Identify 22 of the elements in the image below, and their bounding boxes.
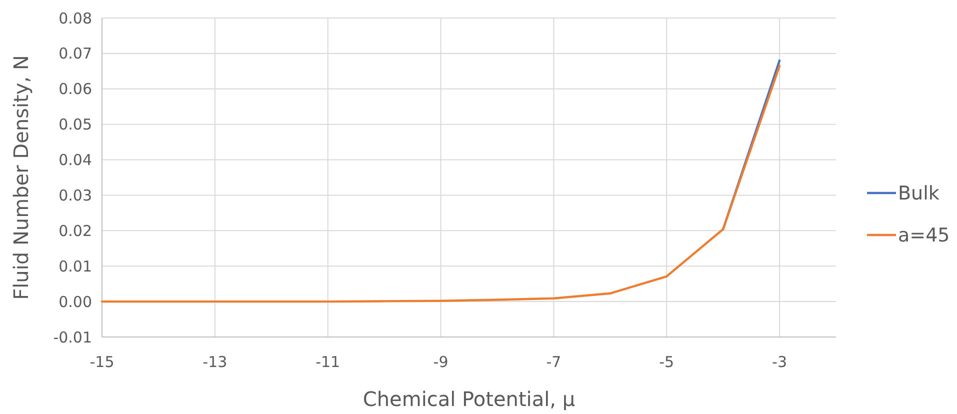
x-axis-title: Chemical Potential, μ <box>362 387 576 411</box>
x-tick-label: -7 <box>546 353 562 371</box>
y-tick-label: 0.08 <box>58 9 92 28</box>
line-series <box>100 64 781 303</box>
y-tick-label: 0.01 <box>58 257 92 276</box>
x-tick-label: -9 <box>433 353 448 371</box>
legend-label: Bulk <box>898 182 940 205</box>
y-tick-label: 0.04 <box>58 151 92 170</box>
y-tick-label: 0.03 <box>58 186 92 204</box>
y-tick-label: 0.02 <box>58 222 92 240</box>
y-tick-label: -0.01 <box>53 328 92 346</box>
x-tick-label: -5 <box>659 353 674 371</box>
x-tick-label: -3 <box>772 353 788 371</box>
x-tick-label: -11 <box>316 353 340 371</box>
x-tick-label: -15 <box>90 353 114 371</box>
y-tick-label: 0.06 <box>58 80 92 98</box>
x-tick-label: -13 <box>202 353 228 371</box>
legend-label: a=45 <box>898 224 950 247</box>
y-axis-title: Fluid Number Density, N <box>9 55 33 300</box>
y-tick-label: 0.05 <box>58 116 92 134</box>
y-tick-label: 0.07 <box>58 44 92 63</box>
y-tick-label: 0.00 <box>58 292 92 311</box>
